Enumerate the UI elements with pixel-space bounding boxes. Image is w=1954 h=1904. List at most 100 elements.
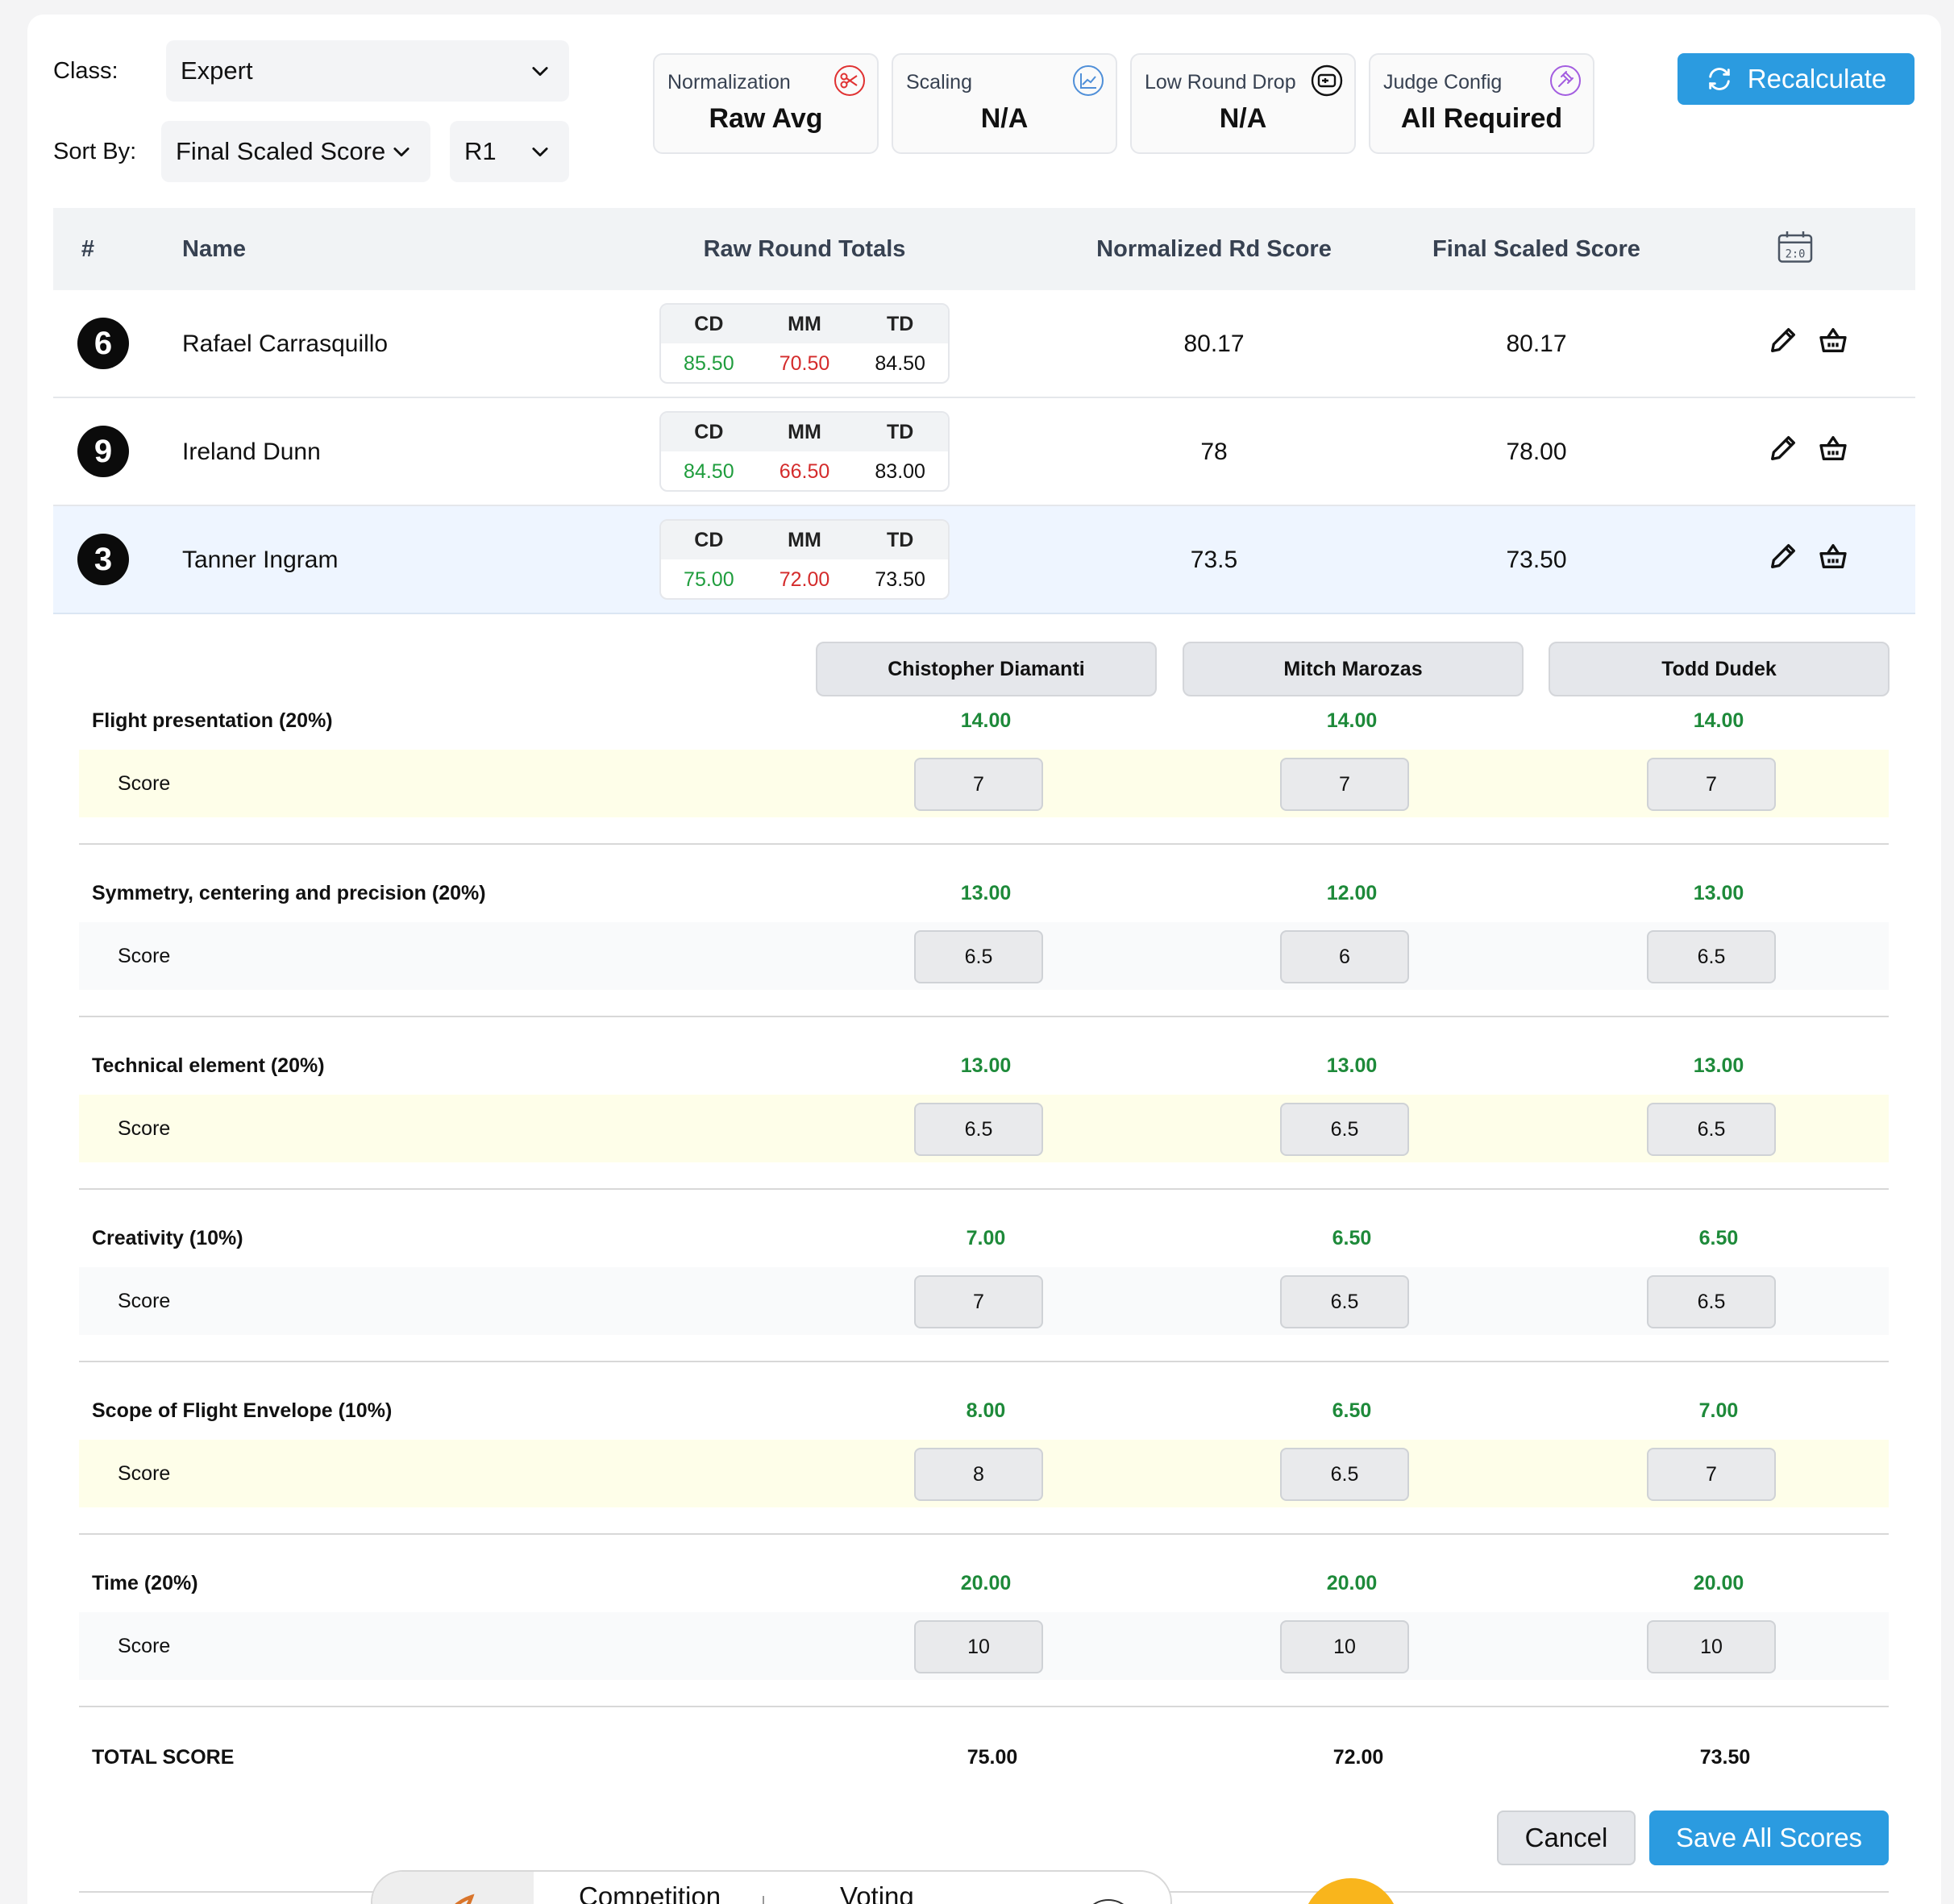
score-input[interactable]: 6.5 [1647, 930, 1776, 983]
judge-config-value: All Required [1400, 103, 1563, 134]
tab-competition[interactable]: Competition [579, 1881, 721, 1904]
raw-cd: 85.50 [684, 352, 734, 375]
score-row: Score 6.5 6.5 6.5 [79, 1095, 1889, 1162]
bottom-nav: Competition Voting [371, 1870, 1172, 1904]
chevron-down-icon [393, 148, 410, 157]
scaling-card[interactable]: Scaling N/A [892, 53, 1117, 154]
score-input[interactable]: 6.5 [1280, 1275, 1409, 1328]
total-score-mm: 72.00 [1332, 1746, 1384, 1769]
normalization-card[interactable]: Normalization Raw Avg [653, 53, 879, 154]
table-row-selected[interactable]: 3 Tanner Ingram CD MM TD 75.00 72.00 73.50 7… [53, 506, 1915, 614]
tab-divider [763, 1896, 764, 1904]
criterion-weighted-score: 20.00 [1693, 1572, 1744, 1594]
score-input[interactable]: 6.5 [1280, 1448, 1409, 1501]
drop-icon [1311, 64, 1343, 97]
score-input[interactable]: 7 [914, 1275, 1043, 1328]
criterion-title: Creativity (10%) [92, 1227, 243, 1249]
score-input[interactable]: 6.5 [1647, 1103, 1776, 1156]
table-row[interactable]: 9 Ireland Dunn CD MM TD 84.50 66.50 83.00 78… [53, 398, 1915, 506]
refresh-icon [1709, 68, 1730, 90]
pilot-name: Ireland Dunn [182, 439, 321, 465]
delete-basket-icon[interactable] [1817, 540, 1849, 572]
save-all-scores-button[interactable]: Save All Scores [1649, 1810, 1889, 1865]
header-final-scaled: Final Scaled Score [1432, 236, 1640, 262]
table-header: # Name Raw Round Totals Normalized Rd Sc… [53, 208, 1915, 290]
round-select-value: R1 [464, 137, 497, 165]
criterion-divider [79, 1533, 1889, 1535]
score-input[interactable]: 7 [1647, 758, 1776, 811]
rank-badge: 6 [77, 318, 129, 369]
abbr-cd: CD [694, 313, 724, 335]
score-input[interactable]: 7 [914, 758, 1043, 811]
pilot-name: Tanner Ingram [182, 547, 339, 573]
rank-badge: 3 [77, 534, 129, 585]
sort-label: Sort By: [53, 139, 137, 164]
header-normalized: Normalized Rd Score [1096, 236, 1332, 262]
edit-pencil-icon[interactable] [1767, 540, 1799, 572]
delete-basket-icon[interactable] [1817, 432, 1849, 464]
round-select[interactable]: R1 [450, 121, 569, 182]
total-score-td: 73.50 [1699, 1746, 1751, 1769]
criterion-divider [79, 1016, 1889, 1017]
score-label: Score [118, 1290, 171, 1312]
normalization-value: Raw Avg [709, 103, 823, 134]
score-input[interactable]: 7 [1280, 758, 1409, 811]
recalculate-button[interactable]: Recalculate [1678, 53, 1915, 105]
rocket-tab[interactable] [372, 1872, 534, 1904]
raw-cd: 75.00 [684, 568, 734, 591]
tab-voting[interactable]: Voting [840, 1881, 914, 1904]
score-input[interactable]: 8 [914, 1448, 1043, 1501]
score-label: Score [118, 772, 171, 795]
raw-totals-mini-table: CD MM TD 84.50 66.50 83.00 [659, 411, 950, 492]
edit-pencil-icon[interactable] [1767, 432, 1799, 464]
table-row[interactable]: 6 Rafael Carrasquillo CD MM TD 85.50 70.50 8… [53, 290, 1915, 398]
raw-mm: 70.50 [779, 352, 830, 375]
score-input[interactable]: 6.5 [914, 1103, 1043, 1156]
raw-cd: 84.50 [684, 460, 734, 483]
score-input[interactable]: 7 [1647, 1448, 1776, 1501]
criterion-title: Time (20%) [92, 1572, 198, 1594]
abbr-cd: CD [694, 421, 724, 443]
low-round-drop-card[interactable]: Low Round Drop N/A [1130, 53, 1356, 154]
score-row: Score 7 6.5 6.5 [79, 1267, 1889, 1335]
score-input[interactable]: 10 [1647, 1620, 1776, 1673]
criterion-weighted-score: 20.00 [960, 1572, 1012, 1594]
abbr-td: TD [887, 313, 914, 335]
final-scaled-score: 78.00 [1506, 439, 1567, 465]
score-input[interactable]: 6 [1280, 930, 1409, 983]
score-input[interactable]: 6.5 [1647, 1275, 1776, 1328]
score-input[interactable]: 10 [914, 1620, 1043, 1673]
criterion-weighted-score: 6.50 [1332, 1227, 1372, 1249]
score-input[interactable]: 6.5 [1280, 1103, 1409, 1156]
header-num: # [81, 236, 95, 262]
judge-header-cd: Chistopher Diamanti [816, 642, 1157, 696]
cancel-button[interactable]: Cancel [1497, 1810, 1636, 1865]
score-label: Score [118, 1635, 171, 1657]
normalized-score: 73.5 [1190, 547, 1238, 573]
scaling-title: Scaling [906, 71, 972, 94]
edit-pencil-icon[interactable] [1767, 324, 1799, 356]
criterion-weighted-score: 13.00 [1693, 882, 1744, 904]
judge-config-title: Judge Config [1383, 71, 1503, 94]
score-label: Score [118, 1462, 171, 1485]
criterion-weighted-score: 20.00 [1326, 1572, 1378, 1594]
score-input[interactable]: 10 [1280, 1620, 1409, 1673]
criterion-title: Technical element (20%) [92, 1054, 325, 1077]
header-name: Name [182, 236, 246, 262]
raw-totals-mini-table: CD MM TD 85.50 70.50 84.50 [659, 303, 950, 384]
rank-badge: 9 [77, 426, 129, 477]
sort-select[interactable]: Final Scaled Score [161, 121, 430, 182]
normalized-score: 80.17 [1183, 330, 1245, 357]
criterion-title: Flight presentation (20%) [92, 709, 333, 732]
delete-basket-icon[interactable] [1817, 324, 1849, 356]
score-input[interactable]: 6.5 [914, 930, 1043, 983]
scoreboard-icon[interactable]: 2:0 [1775, 227, 1815, 268]
gavel-icon [1550, 65, 1581, 96]
raw-td: 84.50 [875, 352, 925, 375]
criterion-title: Symmetry, centering and precision (20%) [92, 882, 486, 904]
abbr-cd: CD [694, 529, 724, 551]
profile-circle-icon[interactable] [1082, 1899, 1135, 1904]
low-round-drop-value: N/A [1219, 103, 1267, 134]
class-select[interactable]: Expert [166, 40, 569, 102]
judge-config-card[interactable]: Judge Config All Required [1369, 53, 1594, 154]
